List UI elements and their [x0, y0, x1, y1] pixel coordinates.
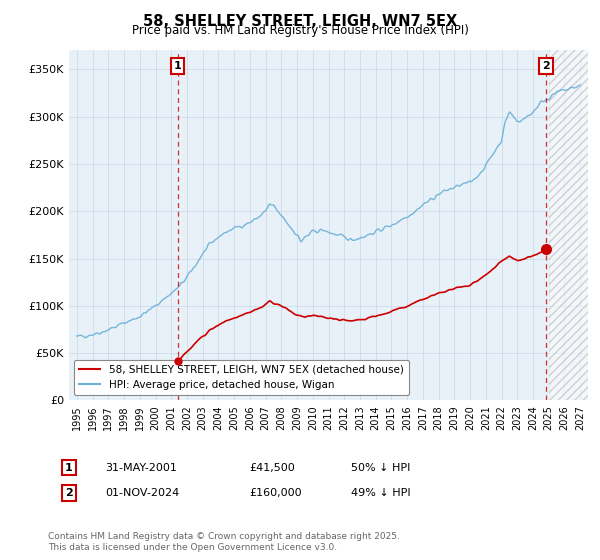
Bar: [548, 50, 588, 400]
Text: Contains HM Land Registry data © Crown copyright and database right 2025.
This d: Contains HM Land Registry data © Crown c…: [48, 532, 400, 552]
Text: Price paid vs. HM Land Registry's House Price Index (HPI): Price paid vs. HM Land Registry's House …: [131, 24, 469, 37]
Text: 49% ↓ HPI: 49% ↓ HPI: [351, 488, 410, 498]
Text: 01-NOV-2024: 01-NOV-2024: [105, 488, 179, 498]
Text: 1: 1: [65, 463, 73, 473]
Text: 31-MAY-2001: 31-MAY-2001: [105, 463, 177, 473]
Legend: 58, SHELLEY STREET, LEIGH, WN7 5EX (detached house), HPI: Average price, detache: 58, SHELLEY STREET, LEIGH, WN7 5EX (deta…: [74, 360, 409, 395]
Text: 2: 2: [65, 488, 73, 498]
Text: £160,000: £160,000: [249, 488, 302, 498]
Text: £41,500: £41,500: [249, 463, 295, 473]
Text: 50% ↓ HPI: 50% ↓ HPI: [351, 463, 410, 473]
Text: 2: 2: [542, 61, 550, 71]
Text: 1: 1: [174, 61, 182, 71]
Text: 58, SHELLEY STREET, LEIGH, WN7 5EX: 58, SHELLEY STREET, LEIGH, WN7 5EX: [143, 14, 457, 29]
